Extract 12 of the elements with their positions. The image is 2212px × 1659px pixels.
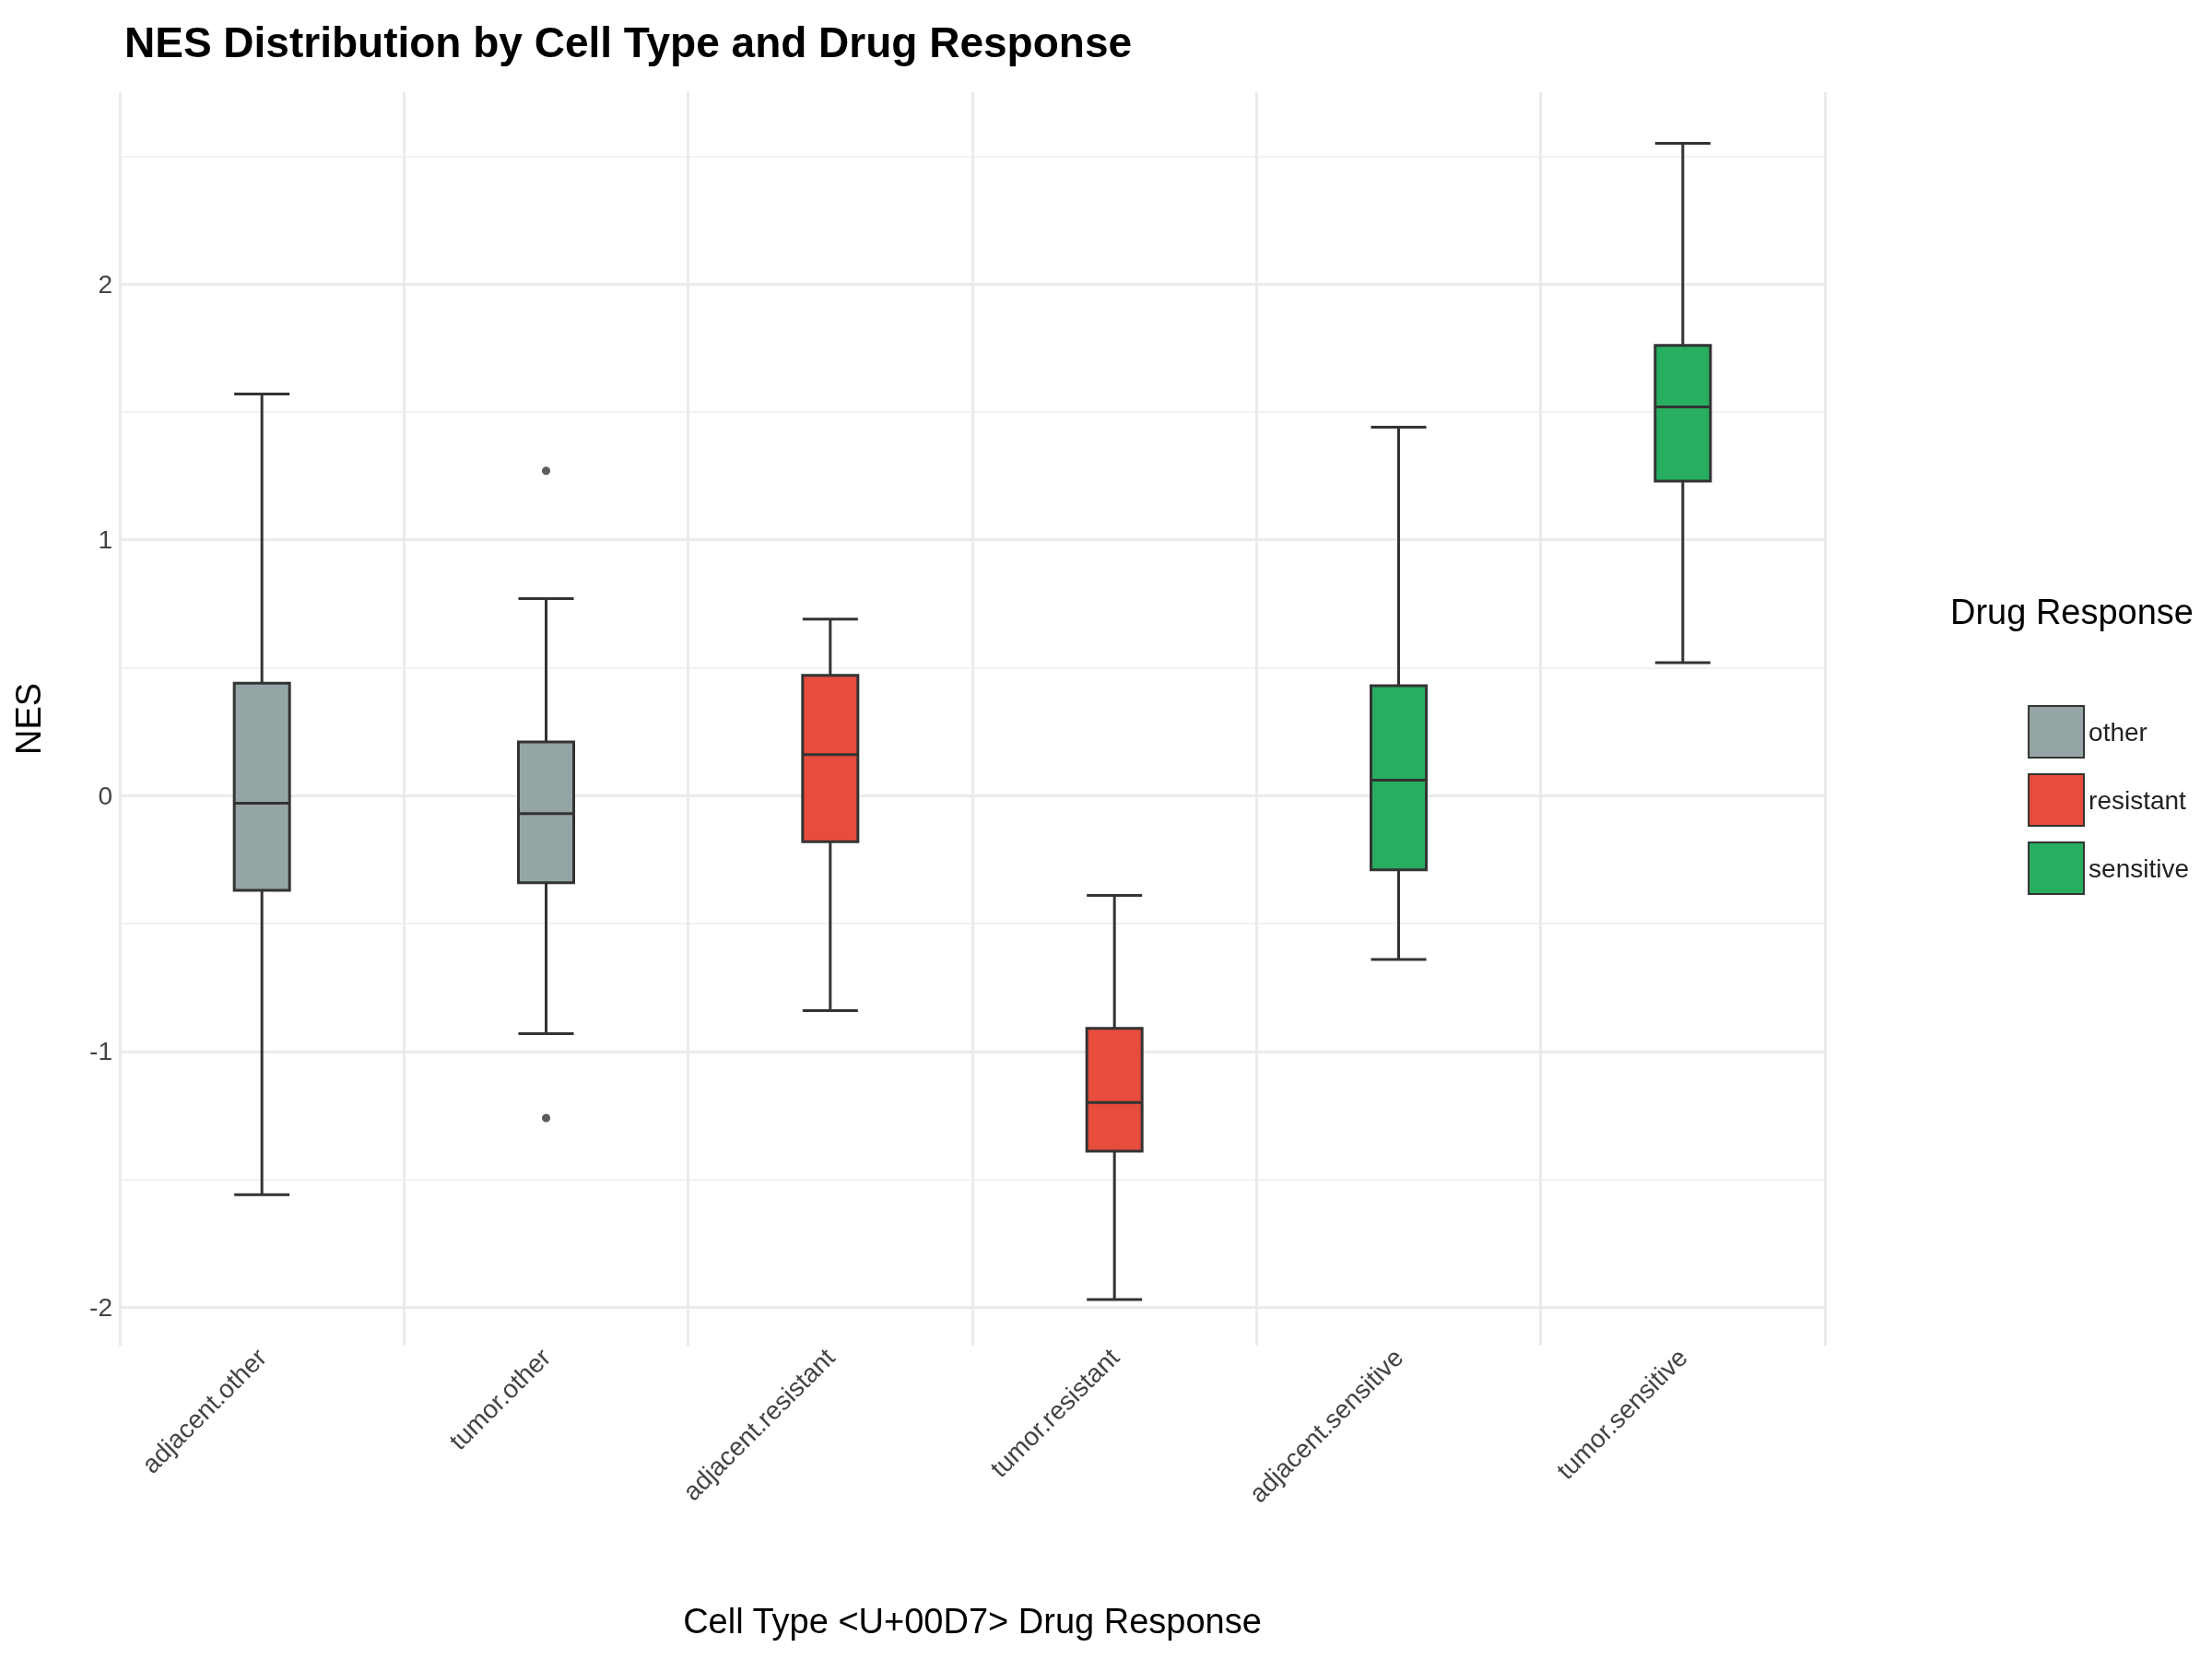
y-tick-label: 1 (98, 525, 112, 555)
chart-title: NES Distribution by Cell Type and Drug Response (124, 18, 1133, 66)
legend-title: Drug Response (1949, 593, 2194, 631)
legend-label: sensitive (2088, 853, 2189, 883)
y-tick-label: -1 (89, 1037, 112, 1066)
x-axis-title: Cell Type <U+00D7> Drug Response (683, 1602, 1262, 1641)
y-tick-label: -2 (89, 1292, 112, 1322)
y-tick-label: 0 (98, 781, 112, 810)
legend-label: resistant (2088, 785, 2187, 815)
y-tick-label: 2 (98, 269, 112, 299)
legend-label: other (2088, 717, 2147, 747)
y-axis-title: NES (9, 682, 48, 756)
